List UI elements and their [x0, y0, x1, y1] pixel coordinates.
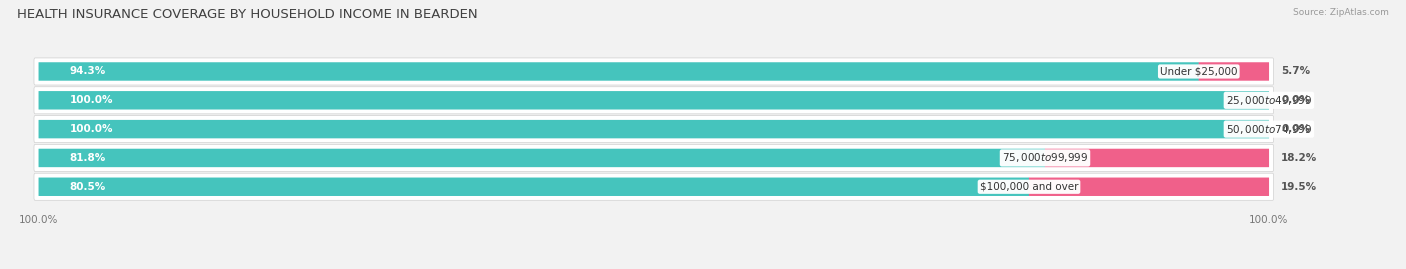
Text: $50,000 to $74,999: $50,000 to $74,999 — [1226, 123, 1312, 136]
Text: HEALTH INSURANCE COVERAGE BY HOUSEHOLD INCOME IN BEARDEN: HEALTH INSURANCE COVERAGE BY HOUSEHOLD I… — [17, 8, 478, 21]
FancyBboxPatch shape — [38, 120, 1270, 138]
FancyBboxPatch shape — [1045, 149, 1270, 167]
Text: Under $25,000: Under $25,000 — [1160, 66, 1237, 76]
FancyBboxPatch shape — [1199, 62, 1270, 81]
Text: $25,000 to $49,999: $25,000 to $49,999 — [1226, 94, 1312, 107]
FancyBboxPatch shape — [34, 144, 1274, 172]
Text: 0.0%: 0.0% — [1281, 95, 1310, 105]
FancyBboxPatch shape — [38, 62, 1199, 81]
Text: 100.0%: 100.0% — [69, 95, 112, 105]
Text: 100.0%: 100.0% — [69, 124, 112, 134]
Text: 19.5%: 19.5% — [1281, 182, 1317, 192]
Text: 80.5%: 80.5% — [69, 182, 105, 192]
Text: $100,000 and over: $100,000 and over — [980, 182, 1078, 192]
Text: 5.7%: 5.7% — [1281, 66, 1310, 76]
FancyBboxPatch shape — [38, 178, 1029, 196]
FancyBboxPatch shape — [34, 116, 1274, 143]
Text: 81.8%: 81.8% — [69, 153, 105, 163]
Text: $75,000 to $99,999: $75,000 to $99,999 — [1002, 151, 1088, 164]
FancyBboxPatch shape — [38, 91, 1270, 109]
Text: 18.2%: 18.2% — [1281, 153, 1317, 163]
FancyBboxPatch shape — [1029, 178, 1270, 196]
FancyBboxPatch shape — [34, 173, 1274, 200]
Text: Source: ZipAtlas.com: Source: ZipAtlas.com — [1294, 8, 1389, 17]
FancyBboxPatch shape — [38, 149, 1045, 167]
FancyBboxPatch shape — [34, 87, 1274, 114]
FancyBboxPatch shape — [34, 58, 1274, 85]
Text: 94.3%: 94.3% — [69, 66, 105, 76]
Text: 0.0%: 0.0% — [1281, 124, 1310, 134]
